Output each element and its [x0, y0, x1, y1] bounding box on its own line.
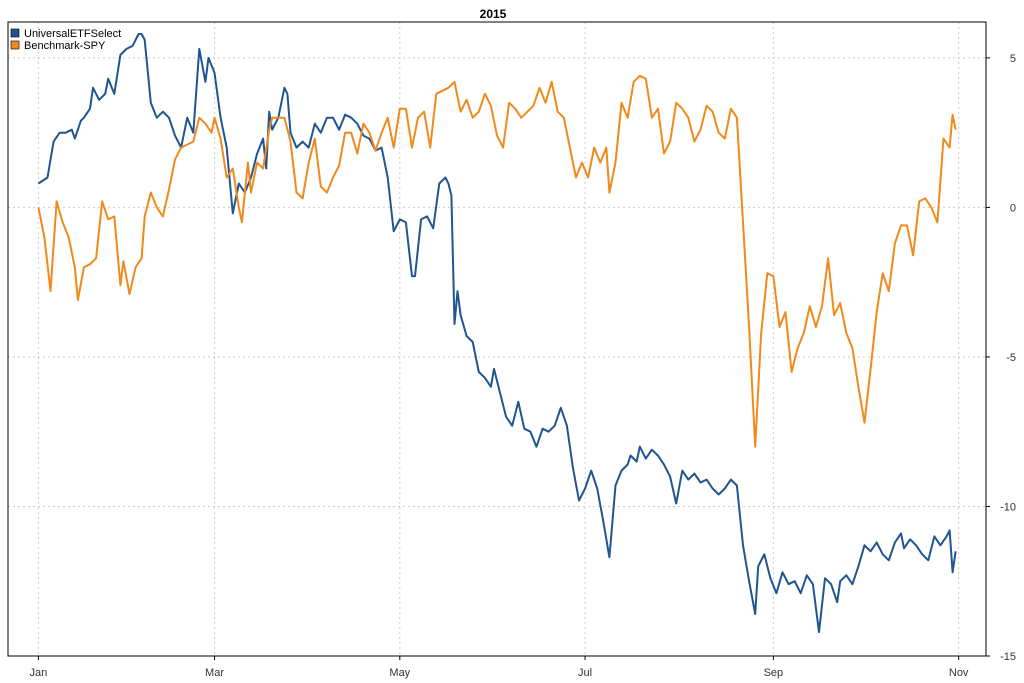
legend-swatch: [10, 28, 20, 38]
y-axis: 5 0 -5 -10 -15: [986, 53, 1016, 663]
legend-label: Benchmark-SPY: [24, 40, 106, 52]
x-tick-label: Jan: [29, 667, 47, 679]
series-line-universaletfselect: [37, 33, 957, 634]
x-tick-label: Mar: [205, 667, 224, 679]
legend-swatch: [10, 40, 20, 50]
x-tick-label: Sep: [764, 667, 784, 679]
y-tick-label: 0: [1010, 202, 1016, 214]
chart-title: 2015: [480, 7, 507, 21]
x-tick-label: Nov: [949, 667, 969, 679]
y-tick-label: -5: [1006, 352, 1016, 364]
legend-label: UniversalETFSelect: [24, 28, 121, 40]
y-tick-label: -10: [1000, 501, 1016, 513]
series-line-benchmark-spy: [37, 74, 957, 448]
y-tick-label: -15: [1000, 651, 1016, 663]
y-tick-label: 5: [1010, 53, 1016, 65]
x-axis: Jan Mar May Jul Sep Nov: [29, 656, 969, 679]
x-tick-label: Jul: [578, 667, 592, 679]
plot-frame: [7, 21, 987, 657]
x-tick-label: May: [389, 667, 410, 679]
series-lines: [37, 33, 957, 634]
